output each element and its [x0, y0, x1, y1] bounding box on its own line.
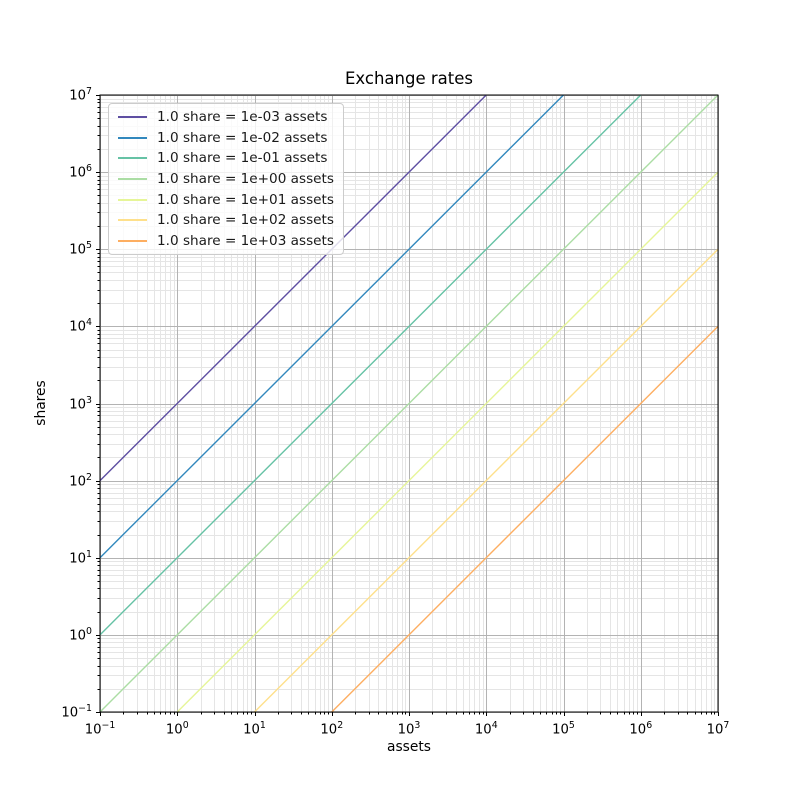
y-tick-label: 107: [69, 86, 92, 104]
legend-label: 1.0 share = 1e+01 assets: [157, 191, 334, 208]
legend-entry: 1.0 share = 1e+02 assets: [118, 210, 334, 231]
x-tick-label: 105: [552, 720, 575, 738]
y-tick-label: 104: [69, 317, 92, 335]
series-line: [99, 94, 719, 713]
legend-label: 1.0 share = 1e-01 assets: [157, 150, 328, 167]
x-tick-label: 103: [397, 720, 421, 738]
series-line: [99, 94, 564, 559]
legend-label: 1.0 share = 1e+02 assets: [157, 212, 334, 229]
y-tick-label: 103: [69, 394, 92, 412]
legend-entry: 1.0 share = 1e+01 assets: [118, 189, 334, 210]
legend-line-swatch: [118, 219, 147, 222]
x-tick-label: 106: [629, 720, 653, 738]
chart-title: Exchange rates: [345, 69, 473, 88]
legend-line-swatch: [118, 157, 147, 160]
legend-label: 1.0 share = 1e-02 assets: [157, 129, 328, 146]
legend-entry: 1.0 share = 1e-02 assets: [118, 128, 334, 149]
legend-label: 1.0 share = 1e+03 assets: [157, 232, 334, 249]
legend-entry: 1.0 share = 1e-01 assets: [118, 148, 334, 169]
legend-line-swatch: [118, 136, 147, 139]
legend-entry: 1.0 share = 1e-03 assets: [118, 107, 334, 128]
y-tick-label: 10−1: [61, 703, 92, 721]
y-tick-label: 100: [69, 625, 92, 644]
series-line: [331, 325, 719, 713]
series-line: [99, 94, 642, 636]
series-line: [99, 94, 487, 482]
legend: 1.0 share = 1e-03 assets 1.0 share = 1e-0…: [108, 103, 344, 256]
y-tick-labels: 10−1 100 101 102 103 104 105 106 107: [0, 0, 92, 800]
y-tick-label: 102: [69, 471, 92, 489]
x-tick-label: 104: [474, 720, 498, 738]
x-tick-label: 107: [706, 720, 730, 738]
legend-entry: 1.0 share = 1e+03 assets: [118, 231, 334, 252]
y-tick-label: 105: [69, 240, 92, 258]
y-tick-label: 106: [69, 163, 92, 181]
x-tick-label: 100: [165, 720, 189, 738]
x-tick-label: 102: [320, 720, 344, 738]
legend-line-swatch: [118, 116, 147, 119]
series-line: [254, 248, 719, 713]
legend-line-swatch: [118, 198, 147, 201]
legend-label: 1.0 share = 1e+00 assets: [157, 171, 334, 188]
legend-line-swatch: [118, 178, 147, 181]
x-axis-label: assets: [387, 739, 431, 755]
x-tick-labels: 10−1 100 101 102 103 104 105 106 107: [0, 720, 800, 751]
y-tick-label: 101: [69, 548, 92, 567]
x-tick-label: 101: [243, 720, 266, 738]
x-tick-label: 10−1: [84, 720, 116, 738]
legend-line-swatch: [118, 239, 147, 242]
legend-label: 1.0 share = 1e-03 assets: [157, 109, 328, 126]
series-line: [176, 171, 719, 713]
legend-entry: 1.0 share = 1e+00 assets: [118, 169, 334, 190]
